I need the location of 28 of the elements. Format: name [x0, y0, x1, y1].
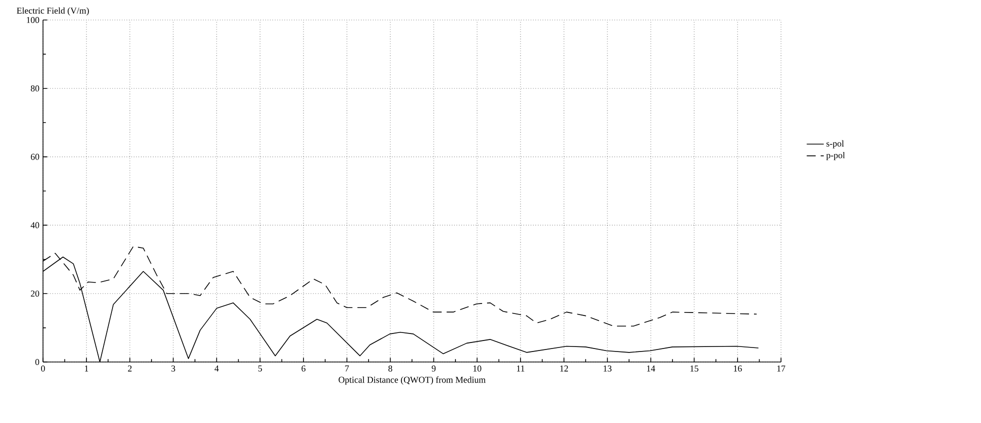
y-axis-title: Electric Field (V/m): [16, 7, 89, 16]
x-tick-label: 4: [214, 366, 219, 372]
x-tick-label: 17: [777, 366, 786, 372]
y-tick-label: 0: [35, 358, 40, 366]
x-tick-label: 9: [432, 366, 436, 372]
x-tick-label: 15: [690, 366, 698, 372]
x-tick-label: 6: [302, 366, 306, 372]
x-tick-label: 5: [258, 366, 262, 372]
x-axis-title: Optical Distance (QWOT) from Medium: [338, 376, 486, 385]
x-tick-label: 10: [473, 366, 482, 372]
x-tick-label: 14: [647, 366, 656, 372]
x-tick-label: 13: [604, 366, 612, 372]
x-tick-label: 11: [517, 366, 524, 372]
x-tick-label: 2: [128, 366, 132, 372]
legend-label: s-pol: [826, 140, 844, 148]
legend-label: p-pol: [826, 152, 845, 160]
x-tick-label: 12: [560, 366, 568, 372]
x-tick-label: 3: [171, 366, 176, 372]
x-tick-label: 16: [734, 366, 742, 372]
x-tick-label: 8: [388, 366, 392, 372]
x-tick-label: 0: [41, 366, 45, 372]
y-tick-label: 60: [30, 154, 40, 160]
x-tick-label: 1: [84, 366, 88, 372]
y-tick-label: 20: [30, 290, 40, 297]
y-tick-label: 80: [30, 85, 40, 92]
y-tick-label: 100: [26, 16, 40, 24]
y-tick-label: 40: [30, 222, 40, 228]
x-tick-label: 7: [345, 366, 349, 372]
